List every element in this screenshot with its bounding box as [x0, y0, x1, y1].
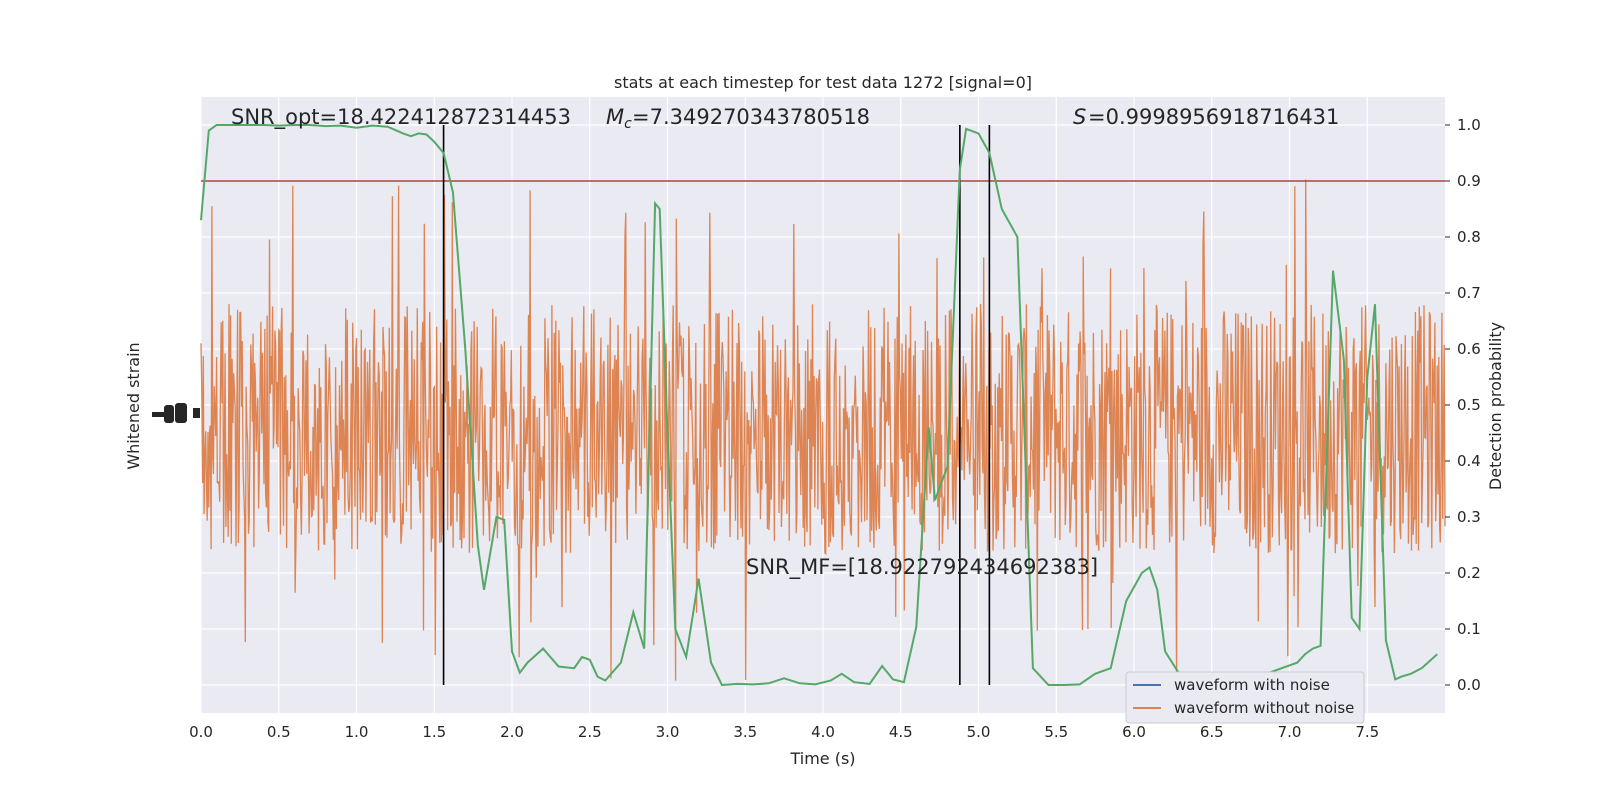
y-tick-label: 0.1 — [1457, 620, 1481, 638]
x-tick-label: 1.5 — [422, 723, 446, 741]
y-tick-label: 0.8 — [1457, 228, 1481, 246]
right-axis-label: Detection probability — [1486, 322, 1505, 490]
annotation-snr-opt: SNR_opt=18.422412872314453 — [231, 105, 571, 130]
x-tick-label: 2.0 — [500, 723, 524, 741]
x-tick-label: 4.0 — [811, 723, 835, 741]
x-axis-label: Time (s) — [789, 749, 855, 768]
y-tick-label: 0.9 — [1457, 172, 1481, 190]
vertical-markers — [442, 125, 991, 685]
y-tick-label: 0.3 — [1457, 508, 1481, 526]
x-tick-label: 6.5 — [1200, 723, 1224, 741]
x-tick-label: 0.5 — [267, 723, 291, 741]
x-tick-label: 7.0 — [1278, 723, 1302, 741]
y-tick-label: 0.4 — [1457, 452, 1481, 470]
y-tick-label: 0.6 — [1457, 340, 1481, 358]
strain-line — [200, 179, 1446, 684]
x-tick-label: 3.0 — [656, 723, 680, 741]
x-tick-label: 5.5 — [1044, 723, 1068, 741]
legend-label-1: waveform without noise — [1174, 699, 1354, 717]
x-tick-label: 3.5 — [733, 723, 757, 741]
x-tick-label: 1.0 — [345, 723, 369, 741]
x-tick-label: 0.0 — [189, 723, 213, 741]
annotation-s-symbol: S — [1073, 105, 1086, 129]
y-tick-label: 0.2 — [1457, 564, 1481, 582]
y-tick-label: 0.5 — [1457, 396, 1481, 414]
legend-box — [1125, 671, 1365, 724]
annotation-s: =0.9998956918716431 — [1088, 105, 1339, 129]
y-tick-label: 0.0 — [1457, 676, 1481, 694]
y-tick-labels-right: 0.0 0.1 0.2 0.3 0.4 0.5 0.6 0.7 0.8 0.9 1.0 — [1445, 116, 1481, 694]
x-tick-label: 6.0 — [1122, 723, 1146, 741]
y-tick-label: 1.0 — [1457, 116, 1481, 134]
strain-series — [200, 179, 1446, 684]
left-axis-overlapping-ticks — [152, 403, 200, 423]
x-tick-labels: 0.0 0.5 1.0 1.5 2.0 2.5 3.0 3.5 4.0 4.5 5.0 5.5 6.0 6… — [189, 723, 1379, 741]
legend-label-0: waveform with noise — [1174, 676, 1330, 694]
x-tick-label: 2.5 — [578, 723, 602, 741]
legend: waveform with noise waveform without noi… — [1125, 671, 1365, 724]
annotation-mc: =7.349270343780518 — [632, 105, 870, 129]
left-axis-label: Whitened strain — [124, 342, 143, 469]
x-tick-label: 5.0 — [967, 723, 991, 741]
y-tick-label: 0.7 — [1457, 284, 1481, 302]
x-tick-label: 7.5 — [1355, 723, 1379, 741]
x-tick-label: 4.5 — [889, 723, 913, 741]
chart-title: stats at each timestep for test data 127… — [614, 73, 1032, 92]
annotation-snr-mf: SNR_MF=[18.922792434692383] — [746, 555, 1098, 580]
